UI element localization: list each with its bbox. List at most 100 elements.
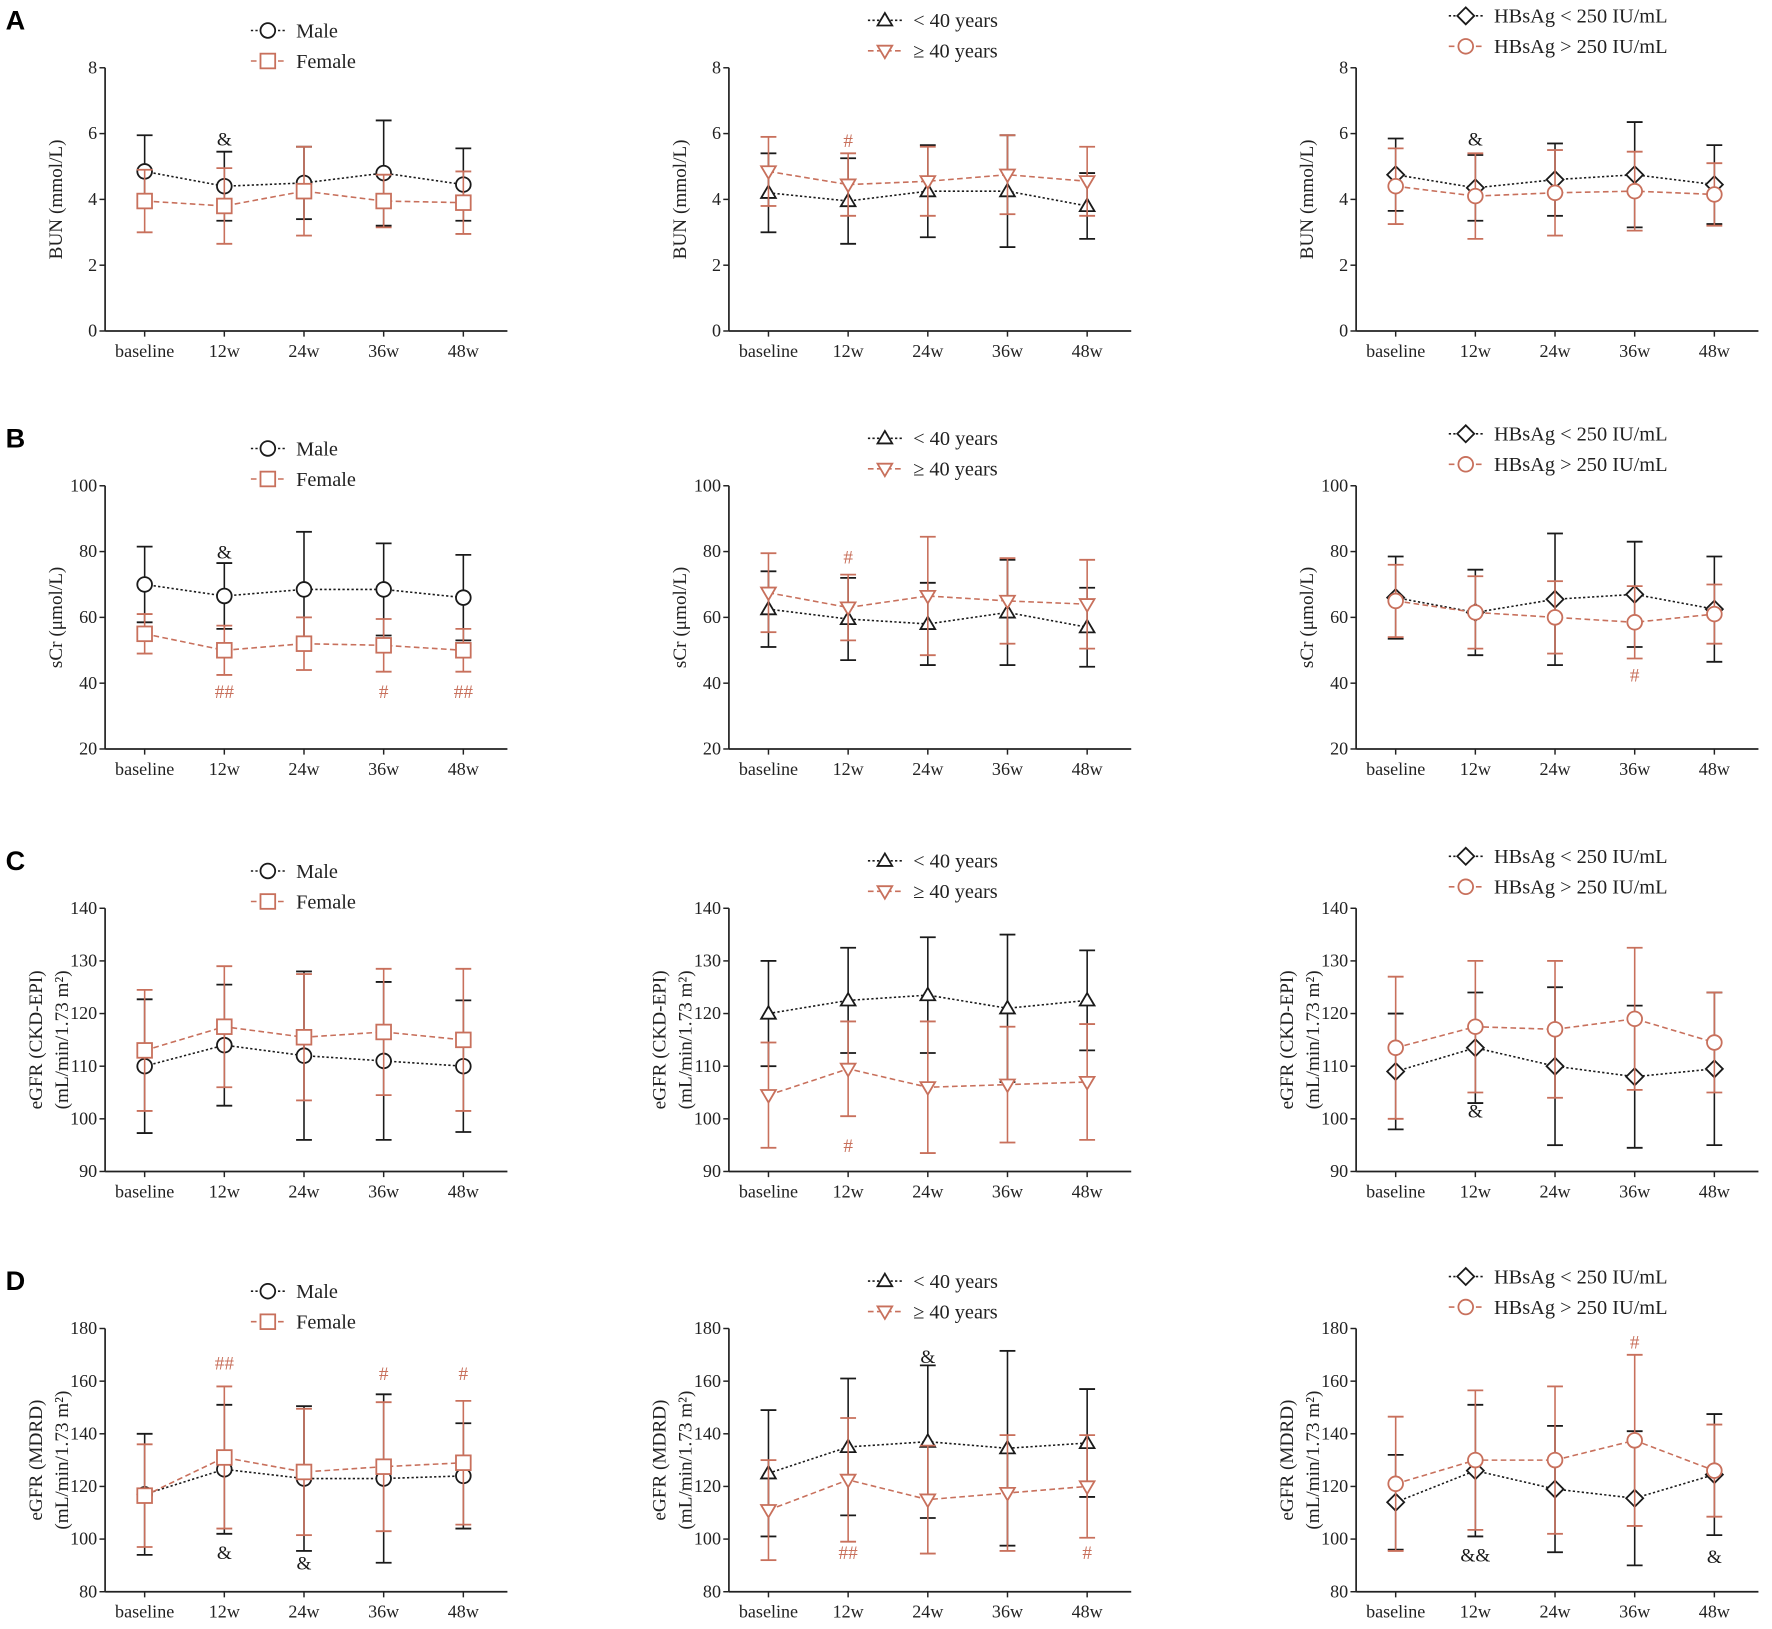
x-tick-label: 48w — [1072, 1602, 1103, 1622]
data-point — [136, 1042, 153, 1059]
legend-label: HBsAg > 250 IU/mL — [1494, 36, 1668, 58]
legend: < 40 years ≥ 40 years — [867, 851, 998, 903]
x-tick-label: 36w — [368, 1181, 399, 1201]
x-tick-label: 36w — [992, 1602, 1023, 1622]
legend: Male Female — [250, 20, 356, 73]
x-tick-label: baseline — [115, 759, 174, 779]
data-point — [295, 182, 313, 200]
data-point — [759, 165, 778, 181]
data-point — [136, 625, 153, 643]
x-tick-label: 12w — [833, 1602, 864, 1622]
legend-marker-circle-icon — [1457, 878, 1474, 896]
y-tick-label: 140 — [70, 1423, 97, 1443]
legend-label: < 40 years — [913, 1271, 998, 1293]
y-tick-label: 60 — [79, 607, 97, 627]
y-tick-label: 130 — [1321, 951, 1348, 971]
y-tick-label: 20 — [1330, 739, 1348, 759]
data-point — [375, 637, 392, 654]
panel-label-d: D — [6, 1265, 26, 1296]
data-point — [295, 635, 313, 652]
y-tick-label: 40 — [79, 673, 97, 693]
y-axis-label: sCr (μmol/L) — [46, 567, 67, 668]
y-tick-label: 0 — [712, 321, 721, 341]
y-tick-label: 60 — [703, 607, 721, 627]
chart-panel: 20 40 60 80 100 baseline 12w 24w 36w 48w sCr (μmol… — [1297, 424, 1759, 779]
data-point — [998, 168, 1017, 184]
series-hbsag-250-iu-ml — [1387, 147, 1723, 240]
x-tick-label: 36w — [368, 341, 399, 361]
legend-marker-circle-icon — [1457, 38, 1474, 55]
series-female — [136, 145, 472, 245]
data-point — [1546, 1451, 1564, 1469]
data-point — [918, 1081, 937, 1097]
y-tick-label: 20 — [79, 739, 97, 759]
data-point — [455, 589, 472, 606]
y-tick-label: 80 — [79, 1581, 97, 1601]
legend-marker-diamond-icon — [1455, 846, 1476, 867]
data-point — [1467, 187, 1484, 205]
significance-marker: # — [379, 1364, 389, 1385]
data-point — [1706, 186, 1723, 203]
x-tick-label: 12w — [209, 1181, 240, 1201]
x-tick-label: 36w — [992, 1181, 1023, 1201]
data-point — [839, 178, 858, 194]
x-tick-label: 36w — [1619, 1602, 1650, 1622]
data-point — [759, 1004, 778, 1020]
series-line — [768, 170, 1088, 186]
y-tick-label: 8 — [88, 57, 97, 77]
data-point — [136, 192, 153, 210]
y-tick-label: 2 — [712, 255, 721, 275]
series--40-years — [759, 1417, 1097, 1562]
y-axis-label: eGFR (MDRD) — [650, 1400, 671, 1521]
data-point — [998, 999, 1017, 1015]
x-tick-label: 36w — [992, 341, 1023, 361]
y-tick-label: 100 — [1321, 1529, 1348, 1549]
y-axis-label: eGFR (CKD-EPI) — [650, 970, 671, 1109]
y-tick-label: 120 — [1321, 1476, 1348, 1496]
significance-marker: & — [920, 1347, 935, 1368]
legend-label: Male — [296, 1281, 338, 1303]
y-tick-label: 0 — [1339, 321, 1348, 341]
series-line — [144, 1456, 464, 1497]
y-tick-label: 180 — [1321, 1318, 1348, 1338]
series-female — [136, 965, 472, 1112]
x-tick-label: 48w — [1699, 1602, 1730, 1622]
y-tick-label: 180 — [694, 1318, 721, 1338]
x-tick-label: 48w — [1072, 341, 1103, 361]
data-point — [1706, 1034, 1723, 1051]
y-tick-label: 40 — [1330, 673, 1348, 693]
data-point — [216, 197, 233, 215]
legend-marker-circle-icon — [259, 22, 277, 39]
legend-label: Male — [296, 438, 338, 460]
x-tick-label: 24w — [1539, 759, 1570, 779]
legend-label: Female — [296, 1312, 356, 1334]
x-tick-label: baseline — [739, 1602, 798, 1622]
legend-label: ≥ 40 years — [913, 41, 998, 63]
x-tick-label: 48w — [448, 1181, 479, 1201]
legend: Male Female — [250, 1281, 356, 1334]
y-tick-label: 20 — [703, 739, 721, 759]
significance-marker: & — [297, 1554, 312, 1575]
y-tick-label: 160 — [70, 1371, 97, 1391]
data-point — [998, 594, 1017, 611]
legend-label: Female — [296, 51, 356, 73]
data-point — [1078, 1480, 1097, 1496]
series-female — [136, 1385, 472, 1548]
data-point — [1078, 598, 1097, 614]
data-point — [918, 985, 937, 1002]
data-point — [1626, 1010, 1643, 1028]
panel-label-b: B — [6, 422, 26, 453]
legend-marker-circle-icon — [259, 1282, 277, 1300]
x-tick-label: baseline — [739, 341, 798, 361]
legend-label: HBsAg < 250 IU/mL — [1494, 424, 1668, 446]
y-tick-label: 80 — [703, 541, 721, 561]
y-axis-label: (mL/min/1.73 m²) — [1303, 1391, 1324, 1530]
y-axis-label: sCr (μmol/L) — [670, 567, 691, 668]
significance-marker: # — [843, 547, 853, 568]
data-point — [998, 1078, 1017, 1094]
series-line — [768, 994, 1088, 1015]
x-tick-label: 12w — [1460, 1602, 1491, 1622]
y-tick-label: 6 — [1339, 123, 1348, 143]
y-tick-label: 60 — [1330, 607, 1348, 627]
chart-panel: 80 100 120 140 160 180 baseline 12w 24w 36w 48w eGF… — [26, 1281, 508, 1622]
